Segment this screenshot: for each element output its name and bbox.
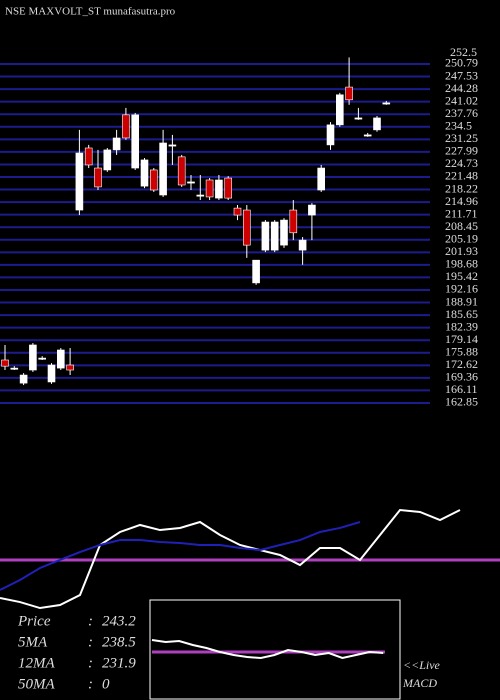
- stat-value: 243.2: [102, 613, 136, 629]
- y-tick-label: 192.16: [445, 282, 478, 296]
- y-tick-label: 208.45: [445, 219, 478, 233]
- y-tick-label: 211.71: [445, 206, 478, 220]
- candle-body: [354, 117, 363, 120]
- candle-body: [112, 137, 121, 151]
- macd-label: MACD: [402, 676, 437, 690]
- candle-body: [308, 204, 316, 216]
- candle-body: [298, 239, 307, 251]
- y-tick-label: 224.73: [445, 156, 478, 170]
- y-tick-label: 195.42: [445, 269, 478, 283]
- candle-body: [38, 357, 47, 360]
- candle-body: [326, 124, 335, 146]
- stat-value: 0: [102, 676, 110, 692]
- stat-label: Price: [17, 613, 51, 629]
- candle-body: [131, 114, 139, 169]
- candle-body: [47, 364, 56, 383]
- candle-body: [168, 144, 177, 147]
- candle-body: [19, 374, 28, 384]
- candle-body: [66, 364, 74, 371]
- y-tick-label: 250.79: [445, 56, 478, 70]
- stat-label: 50MA: [18, 676, 55, 692]
- candle-body: [215, 179, 223, 199]
- candle-body: [289, 209, 298, 234]
- y-tick-label: 172.62: [445, 357, 478, 371]
- candle-body: [10, 367, 19, 370]
- indicator-line: [0, 508, 461, 610]
- y-tick-label: 218.22: [445, 181, 478, 195]
- candle-body: [103, 149, 112, 171]
- candle-body: [84, 147, 93, 166]
- candle-body: [205, 179, 214, 198]
- y-tick-label: 198.68: [445, 257, 478, 271]
- candle-body: [335, 94, 344, 126]
- stat-label: 5MA: [18, 634, 48, 650]
- y-tick-label: 179.14: [445, 332, 478, 346]
- candle-body: [243, 209, 251, 246]
- candle-body: [280, 219, 288, 246]
- y-tick-label: 188.91: [445, 294, 478, 308]
- y-tick-label: 166.11: [445, 382, 478, 396]
- candle-body: [29, 344, 37, 371]
- macd-box: [149, 599, 401, 700]
- candle-body: [75, 152, 84, 211]
- indicator-line: [151, 639, 384, 660]
- candle-body: [122, 114, 130, 139]
- high-label: 252.5: [450, 45, 477, 59]
- candle-body: [187, 181, 195, 184]
- y-tick-label: 201.93: [445, 244, 478, 258]
- candle-body: [56, 349, 65, 369]
- y-tick-label: 237.76: [445, 106, 478, 120]
- candle-body: [363, 134, 372, 137]
- y-tick-label: 169.36: [445, 370, 478, 384]
- y-tick-label: 175.88: [445, 345, 478, 359]
- candle-body: [373, 117, 381, 131]
- candle-body: [94, 167, 102, 188]
- macd-label: <<Live: [403, 658, 441, 672]
- stat-value: 231.9: [102, 655, 136, 671]
- indicator-line: [0, 521, 361, 591]
- candle-body: [317, 167, 326, 191]
- candle-body: [150, 169, 158, 191]
- stat-label: 12MA: [18, 655, 55, 671]
- y-tick-label: 244.28: [445, 81, 478, 95]
- stat-separator: :: [88, 655, 93, 671]
- stat-separator: :: [88, 676, 93, 692]
- y-tick-label: 227.99: [445, 144, 478, 158]
- y-tick-label: 185.65: [445, 307, 478, 321]
- candle-body: [196, 194, 205, 197]
- stat-separator: :: [88, 634, 93, 650]
- candle-body: [252, 259, 260, 284]
- candle-body: [261, 221, 270, 251]
- candle-body: [177, 156, 186, 186]
- candle-body: [1, 359, 9, 367]
- stat-separator: :: [88, 613, 93, 629]
- candle-body: [140, 159, 149, 187]
- y-tick-label: 205.19: [445, 232, 478, 246]
- y-tick-label: 234.5: [445, 119, 472, 133]
- candle-body: [345, 86, 353, 101]
- candle-body: [382, 102, 391, 105]
- candle-body: [270, 221, 279, 251]
- chart-title: NSE MAXVOLT_ST munafasutra.pro: [5, 6, 176, 18]
- y-tick-label: 182.39: [445, 319, 478, 333]
- y-tick-label: 247.53: [445, 68, 478, 82]
- candle-body: [224, 177, 232, 199]
- stat-value: 238.5: [102, 634, 136, 650]
- y-tick-label: 231.25: [445, 131, 478, 145]
- candle-body: [233, 207, 242, 216]
- y-tick-label: 214.96: [445, 194, 478, 208]
- candle-body: [159, 142, 167, 196]
- y-tick-label: 221.48: [445, 169, 478, 183]
- y-tick-label: 241.02: [445, 93, 478, 107]
- y-tick-label: 162.85: [445, 395, 478, 409]
